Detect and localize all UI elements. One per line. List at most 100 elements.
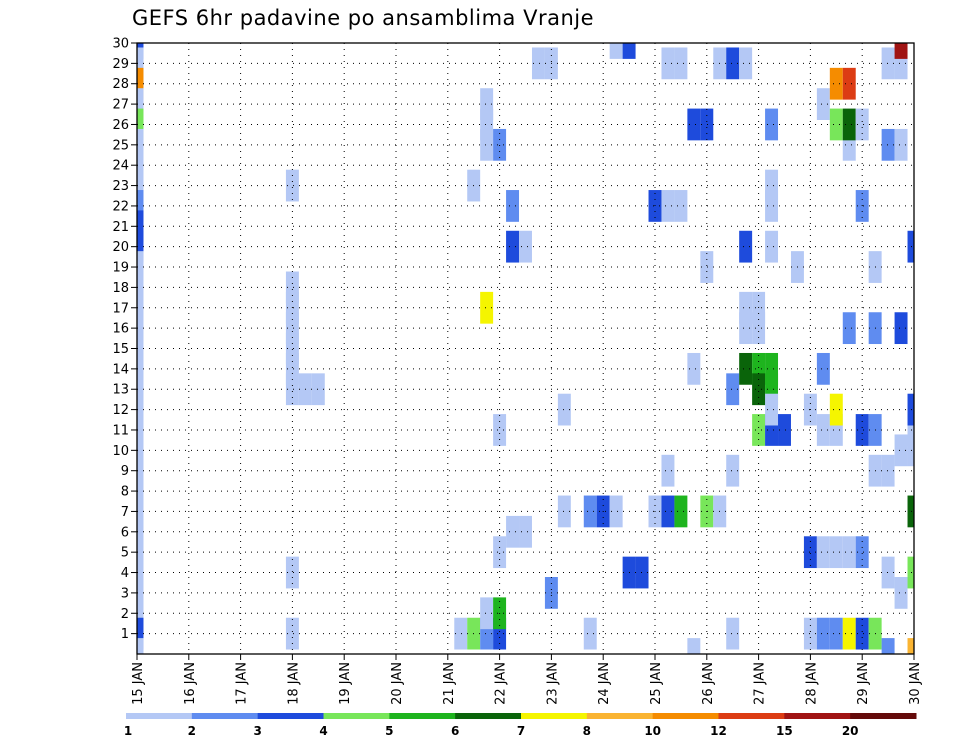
y-tick-label: 23 [112,179,129,194]
data-cell [493,536,507,569]
y-tick-label: 25 [112,138,129,153]
y-tick-label: 11 [112,423,129,438]
data-cell [881,47,895,80]
y-tick-label: 6 [121,525,129,540]
data-cell [137,352,144,385]
data-cell [816,414,830,446]
data-cell [816,88,830,120]
x-tick-label: 27 JAN [753,662,768,705]
data-cell [137,230,144,263]
grid-layer [137,42,914,654]
data-cell [842,617,856,650]
colorbar-label: 20 [842,724,859,738]
data-cell [765,169,779,202]
data-cell [752,373,766,406]
y-tick-label: 3 [121,586,129,601]
y-tick-label: 20 [112,240,129,255]
y-tick-label: 16 [112,322,129,337]
data-cell [137,88,144,120]
y-tick-label: 9 [121,464,129,479]
colorbar-label: 12 [710,724,727,738]
data-cell [137,454,144,487]
y-tick-label: 18 [112,281,129,296]
data-cell [285,556,299,589]
x-tick-label: 16 JAN [183,662,198,705]
data-cell [480,291,494,324]
data-cell [137,495,144,528]
data-cell [894,43,908,59]
data-cell [829,617,843,650]
y-tick-label: 22 [112,199,129,214]
colorbar-segment [784,713,851,719]
data-cell [137,210,144,243]
x-tick-label: 17 JAN [235,662,250,705]
data-cell [855,108,869,141]
data-cell [778,414,791,446]
colorbar-label: 6 [451,724,459,738]
data-cell [480,597,494,630]
data-cell [285,271,299,304]
data-cell [881,128,895,161]
data-cell [137,47,144,80]
data-cell [816,352,830,385]
data-cell [519,230,532,263]
data-cell [557,495,571,528]
data-cell [687,108,701,141]
colorbar-segment [191,713,259,719]
colorbar-label: 10 [644,724,661,738]
data-cell [137,108,144,141]
data-cell [855,414,869,446]
data-cell [137,577,144,609]
data-cell [311,373,325,406]
data-cell [285,617,299,650]
x-tick-label: 19 JAN [338,662,353,705]
data-cell [454,617,468,650]
data-cell [137,128,144,161]
x-tick-label: 28 JAN [804,662,819,705]
data-cell [519,515,532,548]
data-cell [622,43,636,59]
data-cell [907,434,914,467]
colorbar-label: 5 [385,724,393,738]
data-cell [765,393,779,426]
data-cell [674,47,688,80]
y-tick-label: 29 [112,57,129,72]
data-cell [829,393,843,426]
data-cell [739,230,753,263]
colorbar-segment [455,713,522,719]
x-tick-label: 18 JAN [286,662,301,705]
data-cell [765,108,779,141]
data-cell [739,291,753,324]
data-cell [881,454,895,487]
axes-layer: 1234567891011121314151617181920212223242… [112,37,923,705]
y-tick-label: 8 [121,485,129,500]
y-tick-label: 27 [112,98,129,113]
y-tick-label: 5 [121,546,129,561]
colorbar-segment [521,713,588,719]
data-cell [137,332,144,365]
data-cell [726,617,740,650]
data-cell [816,536,830,569]
data-cell [829,108,843,141]
data-cell [137,190,144,222]
data-cell [137,556,144,589]
data-cell [829,67,843,100]
data-cell [137,434,144,467]
colorbar-label: 2 [188,724,196,738]
x-tick-label: 29 JAN [856,662,871,705]
colorbar-segment [850,713,917,719]
y-tick-label: 17 [112,301,129,316]
y-tick-label: 14 [112,362,129,377]
x-tick-label: 24 JAN [597,662,612,705]
data-cell [137,475,144,507]
data-cell [842,108,856,141]
data-cell [687,638,701,654]
data-cell [674,495,688,528]
data-cell [661,495,675,528]
x-tick-label: 15 JAN [131,662,146,705]
data-cell [894,434,908,467]
colorbar-label: 4 [319,724,327,738]
data-cell [506,515,520,548]
y-tick-label: 10 [112,444,129,459]
